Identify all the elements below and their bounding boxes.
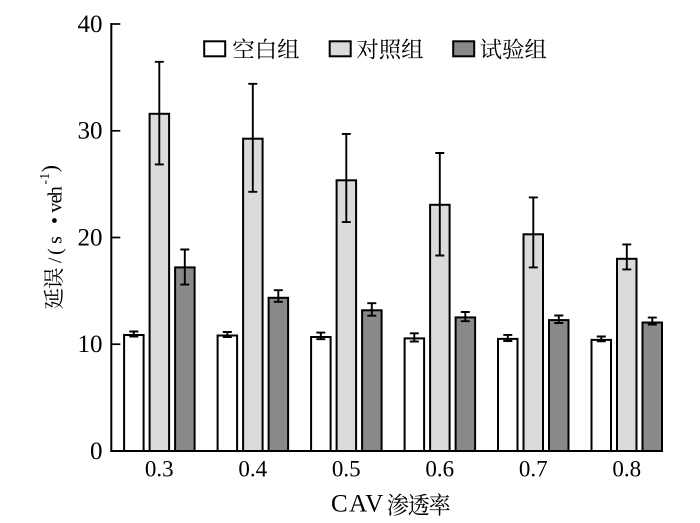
svg-text:20: 20 [78,224,103,251]
svg-text:(: ( [45,248,67,255]
svg-text:e: e [45,194,67,203]
svg-text:1: 1 [38,173,53,180]
svg-text:s: s [45,236,67,244]
svg-text:•: • [45,217,67,224]
svg-text:10: 10 [78,331,103,358]
svg-text:0.4: 0.4 [238,457,267,482]
svg-text:h: h [45,186,67,196]
svg-text:): ) [37,165,62,172]
svg-text:40: 40 [78,11,103,38]
svg-text:0: 0 [90,438,103,465]
svg-text:0.6: 0.6 [425,457,454,482]
svg-text:-: - [38,180,53,185]
svg-text:0.7: 0.7 [519,457,548,482]
svg-text:30: 30 [78,118,103,145]
svg-text:0.3: 0.3 [145,457,174,482]
svg-text:CAV: CAV [331,491,385,518]
svg-text:0.5: 0.5 [332,457,361,482]
svg-text:v: v [45,203,67,213]
svg-text:/: / [45,257,67,263]
svg-text:0.8: 0.8 [612,457,641,482]
